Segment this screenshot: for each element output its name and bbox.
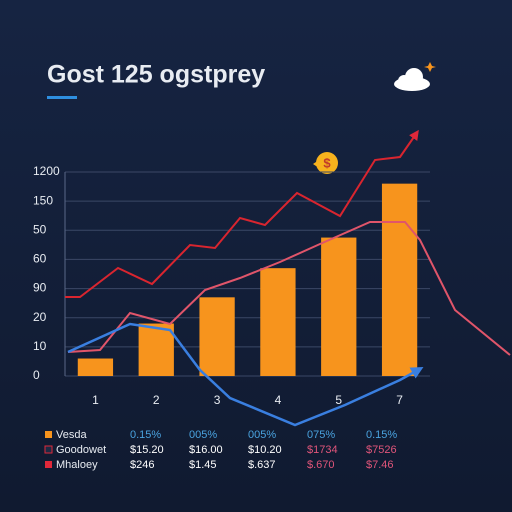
legend-cell: $.670: [307, 459, 335, 471]
x-tick-label: 2: [153, 393, 160, 407]
legend-cell: $16.00: [189, 444, 223, 456]
legend-cell: 005%: [189, 429, 217, 441]
chart-title: Gost 125 ogstprey: [47, 61, 265, 89]
legend-label: Vesda: [56, 429, 87, 441]
y-axis-label: 1200: [33, 164, 60, 178]
bar: [321, 237, 357, 376]
x-tick-label: 1: [92, 393, 99, 407]
legend-cell: $15.20: [130, 444, 164, 456]
legend-cell: 0.15%: [130, 429, 161, 441]
x-tick-label: 5: [335, 393, 342, 407]
pink-line: [67, 221, 511, 356]
legend-cell: 005%: [248, 429, 276, 441]
legend-cell: 075%: [307, 429, 335, 441]
legend-swatch: [45, 431, 52, 438]
x-tick-label: 3: [214, 393, 221, 407]
x-tick-label: 7: [396, 393, 403, 407]
y-axis-label: 20: [33, 310, 47, 324]
legend-cell: $.637: [248, 459, 276, 471]
legend-cell: $10.20: [248, 444, 282, 456]
legend-cell: $1.45: [189, 459, 217, 471]
y-axis-label: 10: [33, 339, 47, 353]
legend-cell: $7.46: [366, 459, 394, 471]
y-axis-label: 150: [33, 193, 53, 207]
legend-label: Mhaloey: [56, 459, 98, 471]
legend-cell: $246: [130, 459, 154, 471]
legend-cell: $7526: [366, 444, 397, 456]
x-tick-label: 4: [275, 393, 282, 407]
y-axis-label: 50: [33, 222, 47, 236]
bar: [77, 358, 114, 376]
bar: [381, 183, 418, 376]
blue-line: [67, 322, 424, 427]
legend-label: Goodowet: [56, 444, 106, 456]
y-axis-label: 0: [33, 368, 40, 382]
bar: [138, 323, 174, 376]
bar: [199, 297, 235, 376]
red-line: [65, 129, 419, 298]
legend-swatch: [44, 445, 53, 454]
y-axis-label: 90: [33, 281, 47, 295]
legend-swatch: [45, 461, 52, 468]
cloud-icon: [394, 62, 436, 91]
coin-icon: $: [313, 152, 338, 174]
title-underline: [47, 96, 77, 99]
legend-cell: $1734: [307, 444, 338, 456]
y-axis-label: 60: [33, 252, 47, 266]
bar: [260, 268, 296, 376]
legend-cell: 0.15%: [366, 429, 397, 441]
svg-text:$: $: [323, 155, 331, 170]
